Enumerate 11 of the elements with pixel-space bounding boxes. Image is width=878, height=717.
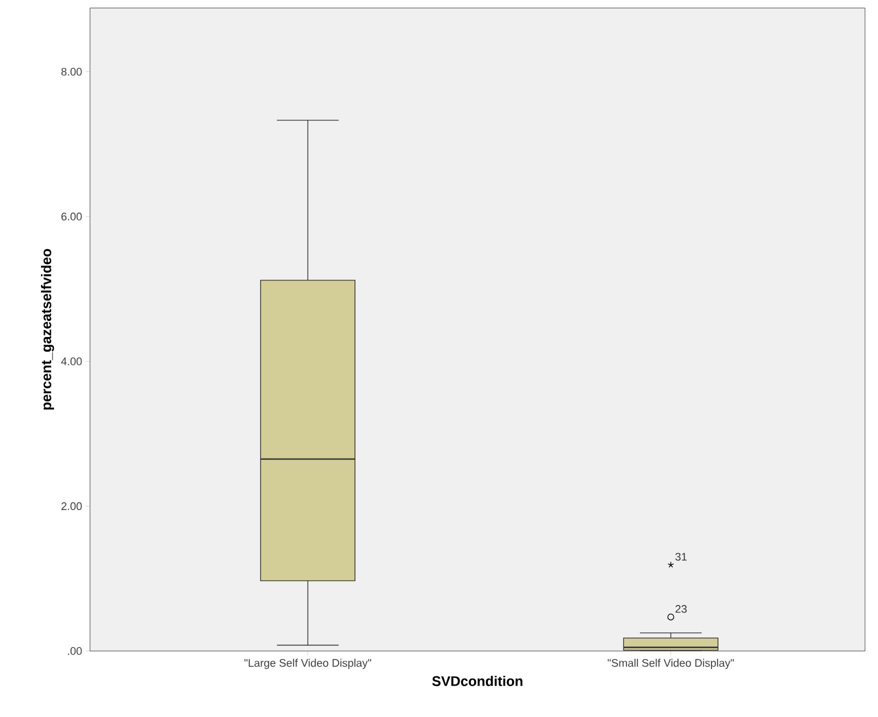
y-tick-label: 8.00 xyxy=(61,68,82,76)
y-tick-label: 6.00 xyxy=(61,212,82,220)
x-axis-title: SVDcondition xyxy=(432,676,522,686)
x-tick-label: "Large Self Video Display" xyxy=(244,658,372,669)
y-axis-title: percent_gazeatselfvideo xyxy=(40,249,54,410)
y-tick-label: .00 xyxy=(68,647,82,655)
annotation: 31 xyxy=(675,552,687,561)
annotation: 23 xyxy=(676,605,687,613)
y-tick-label: 4.00 xyxy=(61,357,82,366)
y-tick-label: 2.00 xyxy=(61,502,82,510)
x-tick-label: "Small Self Video Display" xyxy=(608,658,734,669)
